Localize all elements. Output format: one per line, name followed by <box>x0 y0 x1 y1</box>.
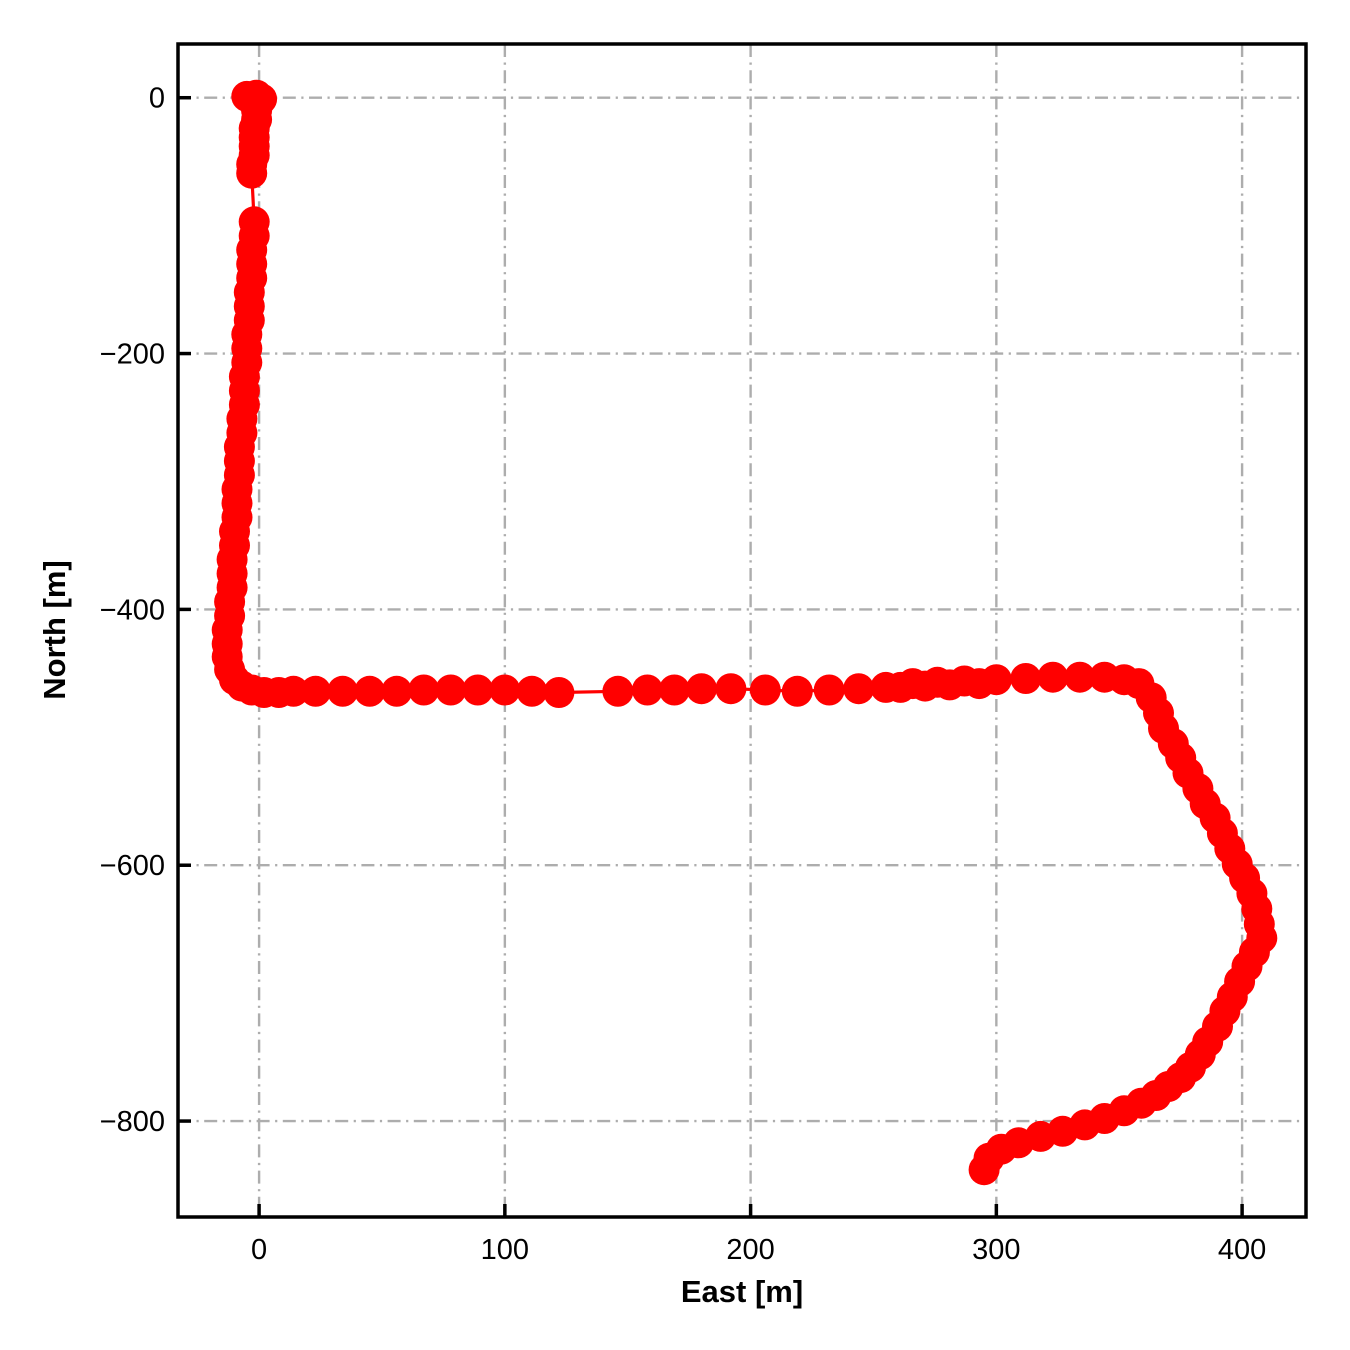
trajectory-marker <box>968 1154 1000 1186</box>
y-tick-label: −800 <box>100 1106 165 1138</box>
x-axis-label: East [m] <box>680 1274 804 1309</box>
trajectory-marker <box>236 157 268 189</box>
x-tick-label: 300 <box>972 1234 1020 1266</box>
trajectory-marker <box>749 674 781 706</box>
x-tick-label: 0 <box>251 1234 267 1266</box>
trajectory-marker <box>980 664 1012 696</box>
x-tick-label: 200 <box>726 1234 774 1266</box>
plot-frame <box>176 42 1308 1219</box>
y-tick-label: 0 <box>149 83 165 115</box>
trajectory-marker <box>435 674 467 706</box>
trajectory-marker <box>631 674 663 706</box>
trajectory-marker <box>462 674 494 706</box>
trajectory-line <box>225 93 1264 1172</box>
trajectory-marker <box>408 674 440 706</box>
trajectory-marker <box>715 673 747 705</box>
trajectory-marker <box>278 675 309 707</box>
trajectory-marker <box>658 674 690 706</box>
y-tick-label: −600 <box>100 850 165 882</box>
trajectory-marker <box>781 675 813 707</box>
y-tick-label: −200 <box>100 339 165 371</box>
y-tick-label: −400 <box>100 594 165 626</box>
trajectory-marker <box>843 673 875 705</box>
x-tick-label: 100 <box>481 1234 529 1266</box>
trajectory-marker <box>300 675 332 707</box>
trajectory-marker <box>1037 661 1069 693</box>
trajectory-marker <box>354 675 386 707</box>
trajectory-marker <box>489 674 521 706</box>
trajectory-marker <box>602 675 634 707</box>
trajectory-marker <box>1010 663 1042 694</box>
trajectory-marker <box>327 675 359 707</box>
trajectory-marker <box>543 677 575 708</box>
y-axis-label: North [m] <box>37 560 72 700</box>
trajectory-marker <box>516 675 548 707</box>
trajectory-marker <box>381 675 413 707</box>
trajectory-marker <box>813 674 845 706</box>
trajectory-marker <box>1064 661 1096 693</box>
x-tick-label: 400 <box>1218 1234 1266 1266</box>
trajectory-marker <box>686 673 717 705</box>
